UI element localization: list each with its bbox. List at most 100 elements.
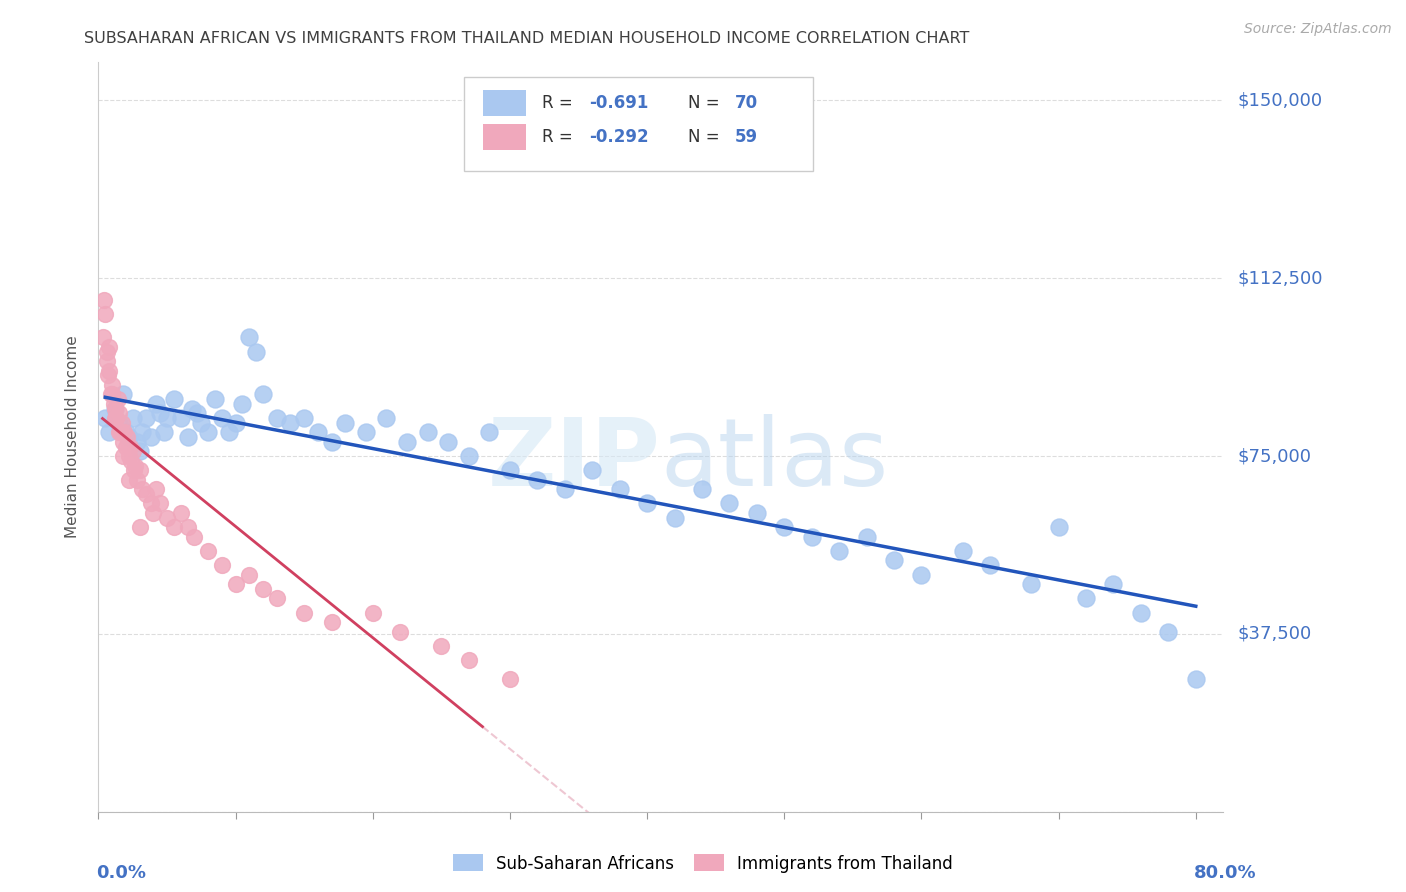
Text: 70: 70 [735,95,758,112]
Point [238,567,260,582]
Text: 80.0%: 80.0% [1194,864,1257,882]
Text: $112,500: $112,500 [1237,269,1323,287]
Point [280,416,302,430]
Point [104,411,127,425]
Point [231,397,253,411]
Point [170,506,193,520]
Point [690,482,713,496]
Text: N =: N = [688,95,724,112]
Point [354,425,377,440]
Point [108,406,131,420]
Point [163,520,186,534]
Text: $37,500: $37,500 [1237,625,1312,643]
Point [117,449,139,463]
Point [855,530,877,544]
Point [112,434,135,449]
Point [135,411,157,425]
Point [110,425,132,440]
Point [183,530,205,544]
Point [718,496,741,510]
Point [664,510,686,524]
Point [149,496,172,510]
Point [197,544,219,558]
Text: -0.691: -0.691 [589,95,648,112]
Point [120,454,142,468]
Point [135,487,157,501]
Point [128,463,150,477]
Point [124,458,146,473]
Point [105,411,128,425]
Point [128,520,150,534]
Point [1184,672,1206,686]
Point [430,639,453,653]
Point [478,425,501,440]
Point [321,615,343,629]
Point [211,411,233,425]
Point [1019,577,1042,591]
Point [93,293,115,307]
Point [121,444,143,458]
Point [111,416,134,430]
Point [197,425,219,440]
Point [190,416,212,430]
Point [773,520,796,534]
FancyBboxPatch shape [484,124,526,150]
Point [745,506,768,520]
Point [1102,577,1125,591]
Point [225,577,247,591]
FancyBboxPatch shape [484,90,526,116]
Point [104,401,127,416]
Point [176,430,198,444]
Point [1129,606,1152,620]
Point [266,591,288,606]
Point [98,425,121,440]
Point [101,387,124,401]
Point [910,567,932,582]
Point [145,482,167,496]
Point [211,558,233,573]
Point [554,482,576,496]
Point [204,392,226,406]
Point [581,463,603,477]
Text: ZIP: ZIP [488,414,661,506]
Point [526,473,548,487]
Point [121,411,143,425]
Point [252,582,274,596]
Text: 59: 59 [735,128,758,146]
Point [107,392,129,406]
Point [361,606,384,620]
Point [307,425,329,440]
Point [636,496,658,510]
Point [131,482,153,496]
Point [979,558,1001,573]
Point [139,430,162,444]
Legend: Sub-Saharan Africans, Immigrants from Thailand: Sub-Saharan Africans, Immigrants from Th… [446,847,960,880]
Point [437,434,460,449]
Point [457,449,479,463]
Point [1074,591,1097,606]
Point [952,544,974,558]
Text: 0.0%: 0.0% [96,864,146,882]
Point [252,387,274,401]
Point [94,411,117,425]
Point [238,330,260,344]
Point [108,425,131,440]
Point [125,473,148,487]
Point [104,401,127,416]
Point [375,411,398,425]
Point [266,411,288,425]
Text: SUBSAHARAN AFRICAN VS IMMIGRANTS FROM THAILAND MEDIAN HOUSEHOLD INCOME CORRELATI: SUBSAHARAN AFRICAN VS IMMIGRANTS FROM TH… [84,31,970,46]
Point [112,449,135,463]
Text: $75,000: $75,000 [1237,447,1312,465]
Point [115,430,138,444]
Text: R =: R = [541,95,578,112]
Text: -0.292: -0.292 [589,128,648,146]
Point [457,653,479,667]
Point [389,624,412,639]
Point [114,425,136,440]
Point [131,425,153,440]
Point [1047,520,1070,534]
Point [153,425,176,440]
Point [163,392,186,406]
Point [245,344,267,359]
